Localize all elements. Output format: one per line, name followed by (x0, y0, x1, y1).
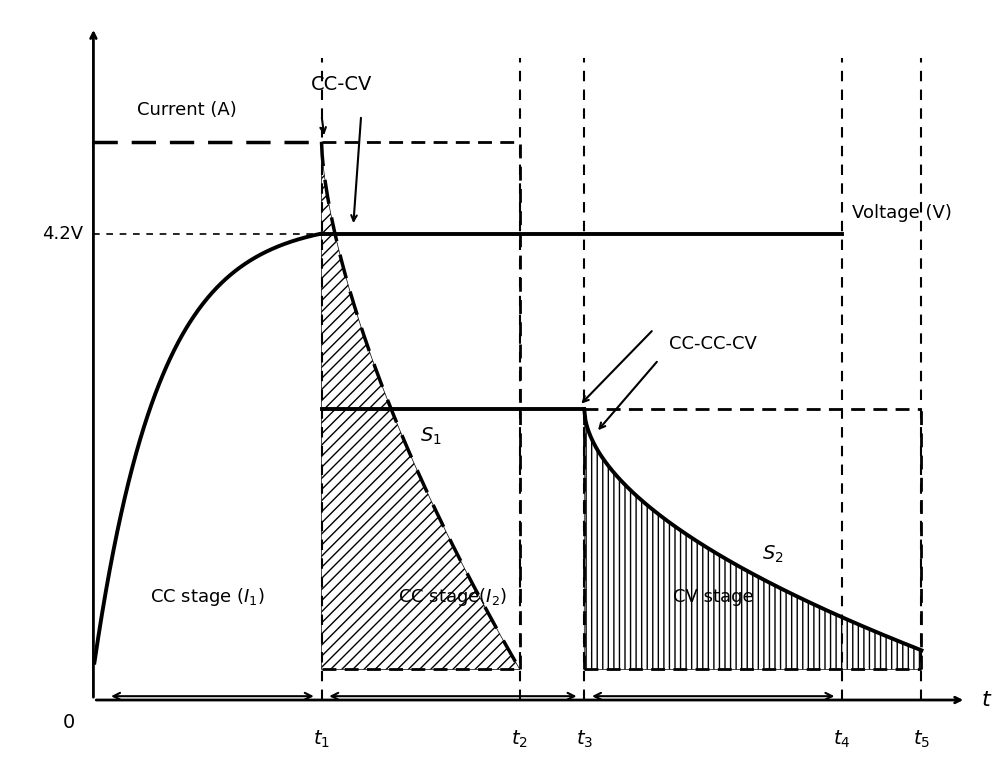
Text: CC-CC-CV: CC-CC-CV (669, 335, 756, 353)
Text: $S_1$: $S_1$ (420, 426, 441, 447)
Text: 4.2V: 4.2V (42, 225, 84, 243)
Text: $t$: $t$ (981, 690, 992, 710)
Text: $S_2$: $S_2$ (762, 544, 784, 565)
Text: Current (A): Current (A) (137, 100, 237, 119)
Text: CV stage: CV stage (673, 587, 754, 606)
Text: 0: 0 (63, 713, 75, 733)
Text: $t_3$: $t_3$ (576, 729, 593, 751)
Text: CC stage$( I_2 )$: CC stage$( I_2 )$ (398, 586, 507, 608)
Text: $t_2$: $t_2$ (511, 729, 528, 751)
Text: $t_1$: $t_1$ (313, 729, 330, 751)
Text: CC-CV: CC-CV (311, 75, 372, 94)
Text: $t_5$: $t_5$ (913, 729, 930, 751)
Text: $t_4$: $t_4$ (833, 729, 851, 751)
Text: CC stage $( I_1 )$: CC stage $( I_1 )$ (150, 586, 265, 608)
Text: Voltage (V): Voltage (V) (852, 204, 952, 222)
